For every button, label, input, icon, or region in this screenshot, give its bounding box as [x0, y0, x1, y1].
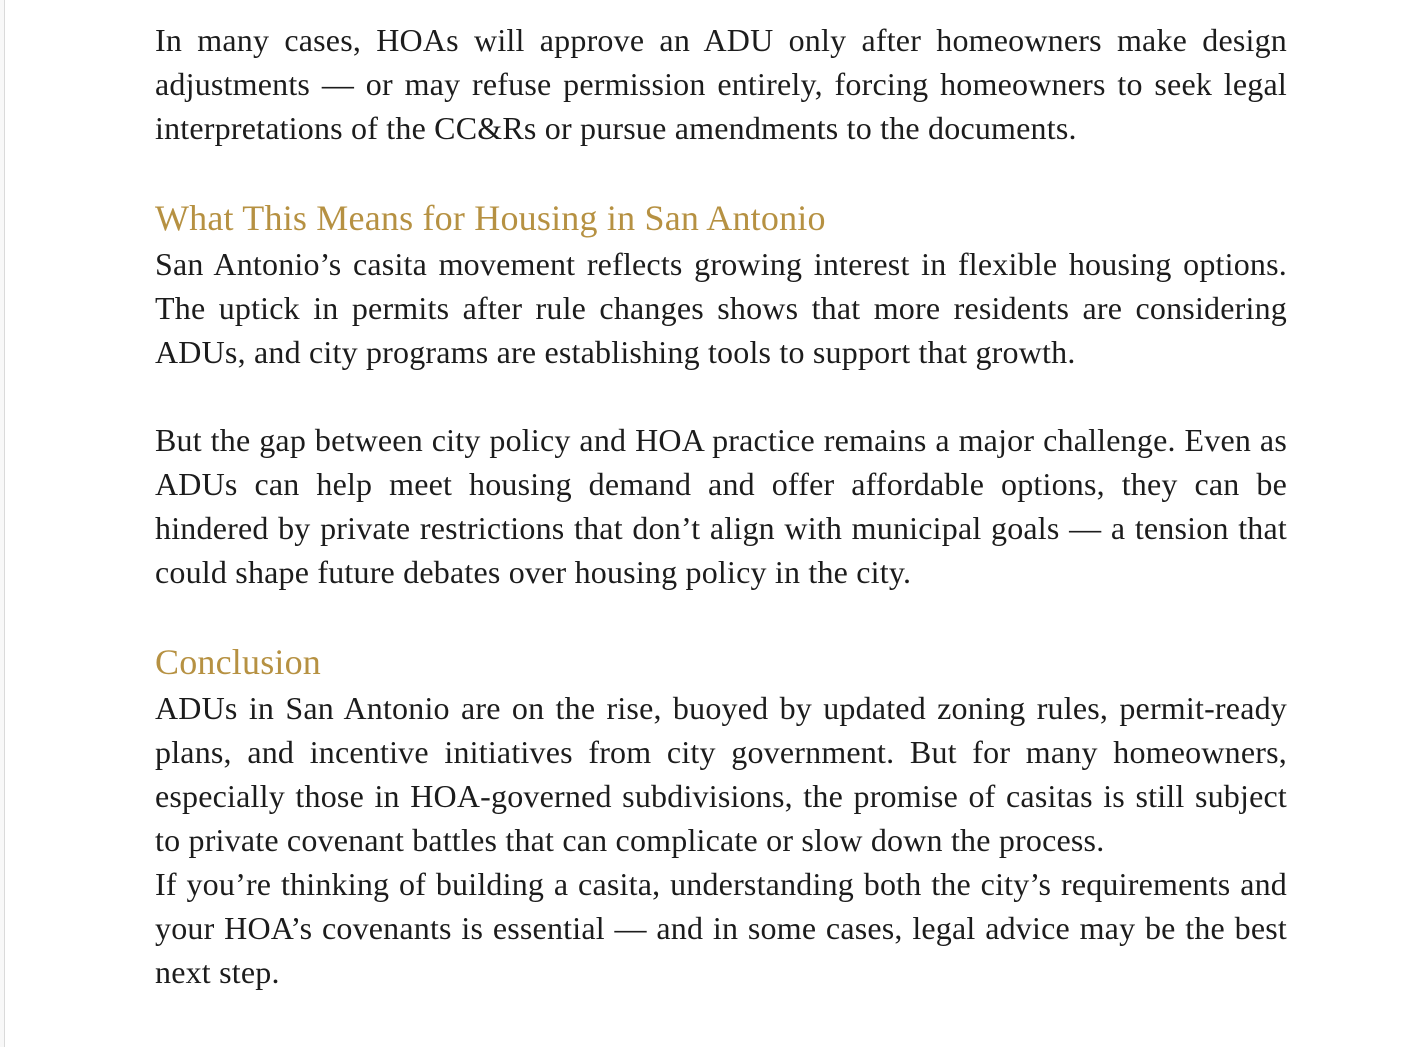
section-heading-housing-san-antonio: What This Means for Housing in San Anton…: [155, 198, 826, 238]
paragraph-conclusion-advice: If you’re thinking of building a casita,…: [155, 866, 1287, 990]
paragraph-hoa-approval: In many cases, HOAs will approve an ADU …: [155, 22, 1287, 146]
paragraph-conclusion-summary: ADUs in San Antonio are on the rise, buo…: [155, 690, 1287, 858]
article-body: In many cases, HOAs will approve an ADU …: [155, 18, 1287, 994]
paragraph-policy-gap: But the gap between city policy and HOA …: [155, 422, 1287, 590]
page-left-edge: [0, 0, 5, 1047]
section-heading-conclusion: Conclusion: [155, 642, 322, 682]
paragraph-casita-movement: San Antonio’s casita movement reflects g…: [155, 246, 1287, 370]
